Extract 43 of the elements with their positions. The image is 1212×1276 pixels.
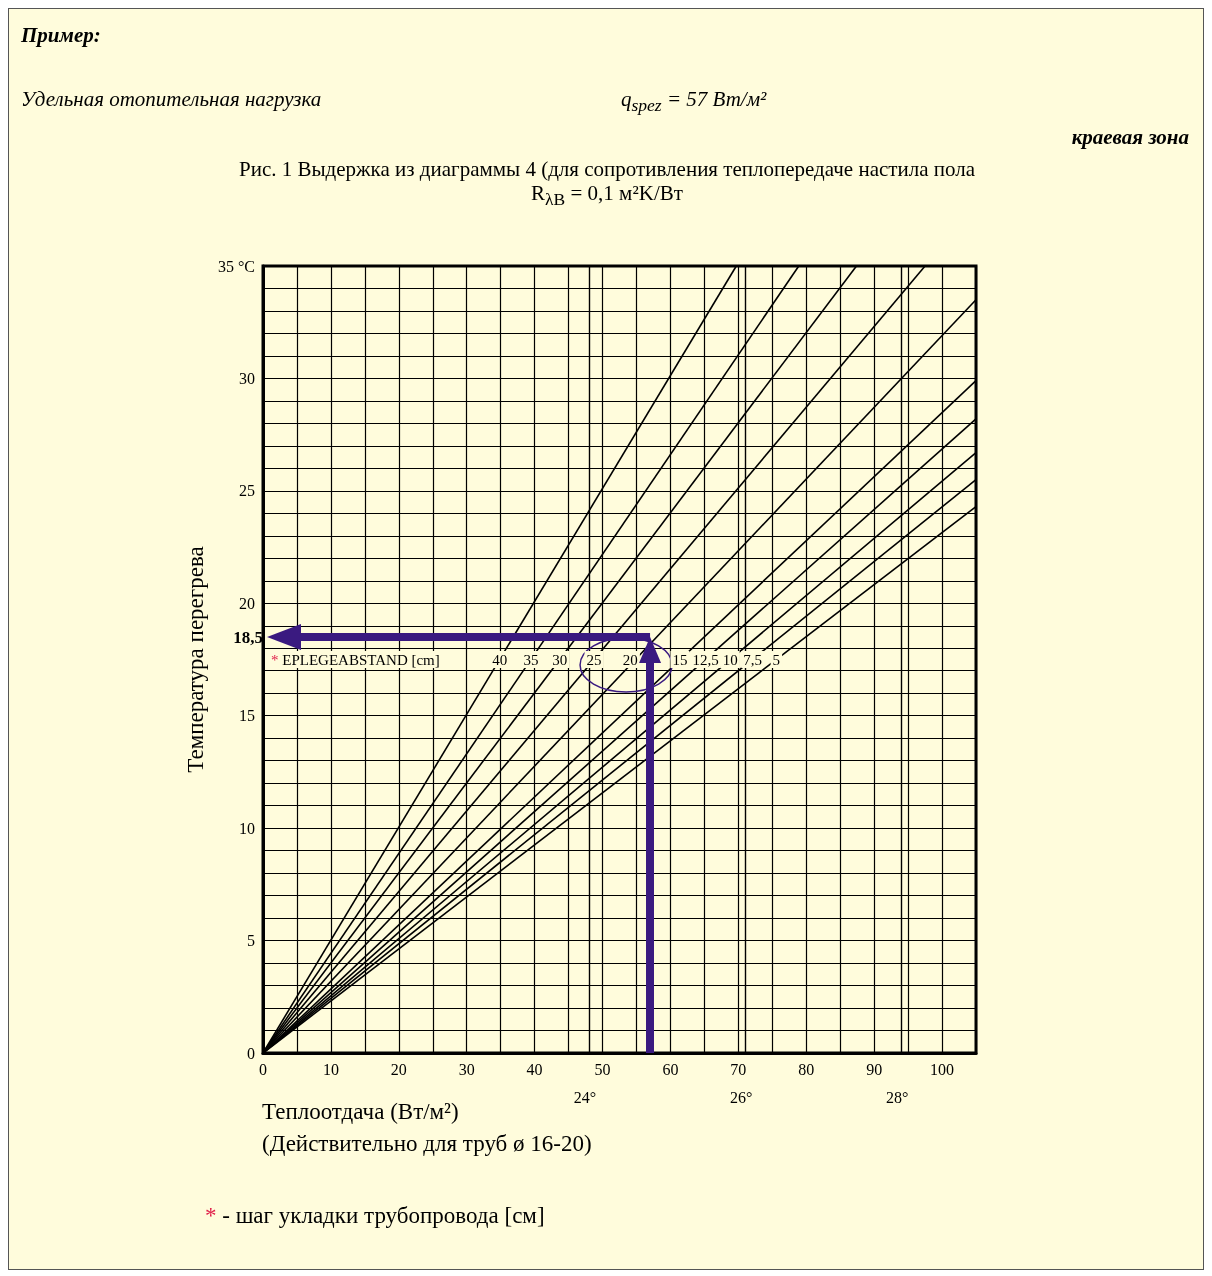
y-tick-label: 35 °C — [217, 257, 255, 275]
x-tick-label: 90 — [866, 1060, 883, 1078]
x-tick-label: 80 — [798, 1060, 815, 1078]
y-tick-label: 5 — [247, 932, 255, 950]
annotation: 40 — [492, 651, 508, 668]
x-tick-label: 20 — [390, 1060, 407, 1078]
annotation: 35 — [523, 651, 539, 668]
annotation: 7,5 — [743, 651, 762, 668]
text: Пример: — [21, 23, 101, 48]
y-tick-label: 25 — [239, 482, 255, 500]
y-tick-label: 20 — [239, 594, 255, 612]
x-axis-title: Теплоотдача (Вт/м²) — [262, 1099, 459, 1125]
text: краевая зона — [1071, 125, 1189, 150]
text: Удельная отопительная нагрузка — [21, 87, 322, 112]
text: 24° — [573, 1088, 597, 1106]
text: q$_{spez}$ = 57 Вт/м² — [621, 87, 767, 117]
annotation: * EPLEGEABSTAND [cm] — [271, 651, 440, 668]
x-tick-label: 40 — [526, 1060, 543, 1078]
x-tick-label: 10 — [322, 1060, 339, 1078]
annotation: 12,5 — [692, 651, 719, 668]
text: (Действительно для труб ø 16-20) — [262, 1131, 592, 1157]
chart-title: Рис. 1 Выдержка из диаграммы 4 (для сопротивления теплопередаче настила пола R$_{λB}$ = 0,1 м²K/Вт — [237, 157, 976, 212]
x-tick-label: 0 — [259, 1060, 267, 1078]
text: 26° — [729, 1088, 753, 1106]
x-tick-label: 100 — [930, 1060, 955, 1078]
x-tick-label: 50 — [594, 1060, 611, 1078]
annotation: 30 — [552, 651, 568, 668]
y-tick-label: 10 — [239, 819, 255, 837]
x-tick-label: 30 — [458, 1060, 475, 1078]
annotation: 10 — [722, 651, 738, 668]
x-tick-label: 60 — [662, 1060, 679, 1078]
annotation: 20 — [622, 651, 638, 668]
x-tick-label: 70 — [730, 1060, 747, 1078]
annotation: 25 — [586, 651, 602, 668]
y-tick-label: 0 — [247, 1044, 255, 1062]
text: * - шаг укладки трубопровода [см] — [205, 1203, 545, 1228]
y-tick-label: 15 — [239, 707, 255, 725]
text: 28° — [886, 1088, 909, 1106]
annotation: 15 — [672, 651, 688, 668]
annotation: 5 — [772, 651, 781, 668]
y-tick-label: 30 — [239, 369, 255, 387]
ref-line-label: 18,5 — [233, 627, 263, 647]
y-axis-title: Температура перегрева — [183, 546, 209, 773]
